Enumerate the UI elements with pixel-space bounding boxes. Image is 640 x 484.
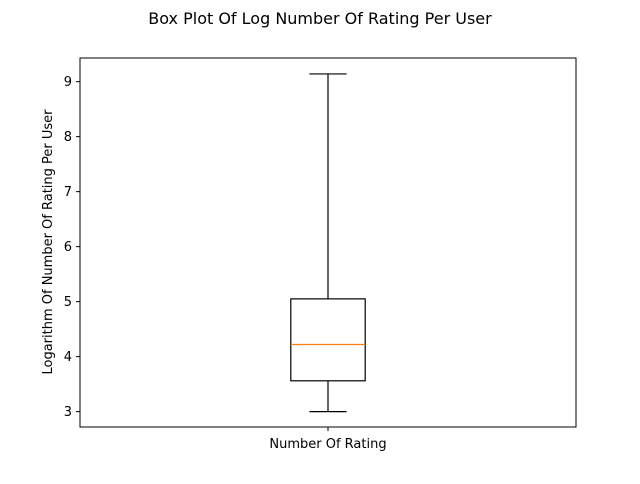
- y-tick-label-4: 7: [64, 185, 72, 200]
- y-tick-label-2: 5: [64, 295, 72, 310]
- y-axis-label: Logarithm Of Number Of Rating Per User: [41, 109, 56, 375]
- chart-title: Box Plot Of Log Number Of Rating Per Use…: [148, 9, 492, 28]
- plot-area: 3 4 5 6 7 8 9 Number Of Rating: [64, 57, 577, 452]
- y-tick-label-3: 6: [64, 240, 72, 255]
- y-tick-label-1: 4: [64, 350, 72, 365]
- box-0: [290, 298, 366, 382]
- y-tick-label-5: 8: [64, 130, 72, 145]
- x-tick-label-0: Number Of Rating: [269, 437, 386, 452]
- y-tick-label-0: 3: [64, 405, 72, 420]
- y-tick-label-6: 9: [64, 75, 72, 90]
